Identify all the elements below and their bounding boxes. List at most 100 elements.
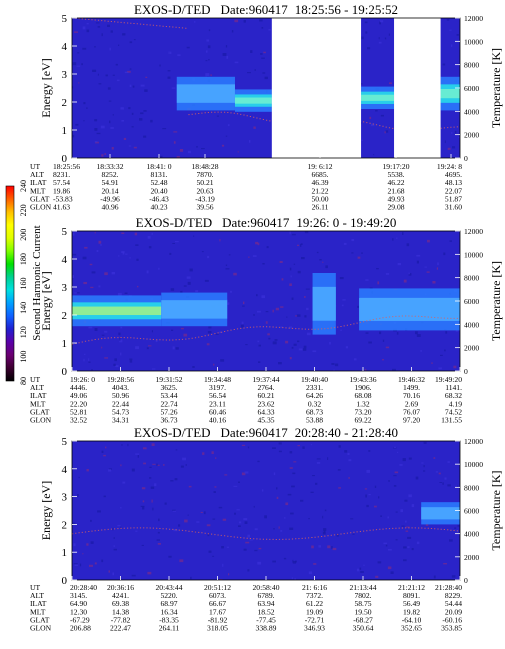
colorbar-tick-label: 80 (19, 377, 28, 385)
band-1 (72, 295, 162, 327)
table-cell: 64.90 (70, 599, 87, 608)
band-4 (440, 76, 460, 111)
table-cell: 131.55 (441, 416, 462, 425)
temperature-trace (72, 315, 460, 345)
table-cell: 21: 6:16 (302, 583, 327, 592)
table-cell: 3145. (70, 591, 87, 600)
band-3 (312, 273, 336, 335)
table-cell: 51.87 (445, 194, 462, 203)
table-cell: 29.08 (387, 203, 404, 212)
colorbar-tick-label: 120 (19, 326, 28, 338)
title-time-range: 20:28:40 - 21:28:40 (295, 425, 398, 440)
band-2 (161, 292, 228, 327)
table-cell: 23.62 (257, 399, 274, 408)
table-cell: 20.14 (101, 186, 118, 195)
panels: EXOS-D/TED Date:960417 18:25:56 - 19:25:52… (30, 2, 503, 633)
table-cell: 18:25:56 (53, 162, 80, 171)
title-instrument: EXOS-D/TED (134, 2, 211, 17)
table-cell: 60.46 (209, 407, 226, 416)
table-cell: 6789. (257, 591, 274, 600)
table-cell: 338.89 (256, 624, 277, 633)
title-instrument: EXOS-D/TED (134, 425, 211, 440)
y2-tick-label: 4000 (464, 107, 479, 116)
table-cell: 18:33:32 (96, 162, 123, 171)
table-cell: 222.47 (110, 624, 131, 633)
table-cell: -49.96 (100, 194, 120, 203)
y2-tick-label: 10000 (464, 37, 483, 46)
band-4 (359, 288, 460, 331)
colorbar-scale (5, 185, 15, 382)
table-cell: 19:49:20 (435, 375, 462, 384)
y-tick-label: 3 (62, 282, 68, 294)
panel-title: EXOS-D/TED Date:960417 20:28:40 - 21:28:40 (134, 425, 398, 440)
table-cell: 56.54 (209, 391, 226, 400)
table-cell: 36.73 (160, 416, 177, 425)
ephemeris-table: UT 19:26: 0 19:28:56 19:31:52 19:34:48 19:37:… (30, 375, 462, 425)
spectrogram (72, 441, 460, 580)
table-cell: 68.08 (354, 391, 371, 400)
table-cell: 17.67 (209, 607, 226, 616)
table-cell: 2331. (306, 383, 323, 392)
table-cell: 18.52 (257, 607, 274, 616)
panel-title: EXOS-D/TED Date:960417 19:26: 0 - 19:49:20 (136, 215, 397, 230)
table-cell: 19:43:36 (349, 375, 376, 384)
table-cell: 7802. (354, 591, 371, 600)
band-1 (176, 76, 235, 111)
y2-tick-label: 10000 (464, 460, 483, 469)
table-cell: 19:40:40 (301, 375, 328, 384)
table-cell: 54.91 (101, 178, 118, 187)
table-cell: 20:28:40 (70, 583, 97, 592)
table-cell: 40.96 (101, 203, 118, 212)
y2-tick-label: 2000 (464, 344, 479, 353)
table-cell: 53.88 (306, 416, 323, 425)
table-cell: 4.19 (449, 399, 462, 408)
table-row-label: UT (30, 583, 40, 592)
table-cell: 21.22 (311, 186, 328, 195)
table-cell: -64.10 (402, 615, 422, 624)
y-tick-label: 2 (62, 519, 68, 531)
table-cell: 50.21 (196, 178, 213, 187)
table-cell: 50.00 (311, 194, 328, 203)
table-cell: 48.13 (445, 178, 462, 187)
table-cell: 57.54 (53, 178, 70, 187)
y2-tick-label: 6000 (464, 507, 479, 516)
table-cell: -77.45 (256, 615, 276, 624)
spectrogram-background (72, 441, 460, 580)
y-tick-label: 2 (62, 310, 68, 322)
table-cell: 3625. (160, 383, 177, 392)
y-tick-label: 2 (62, 97, 68, 109)
table-cell: 69.22 (354, 416, 371, 425)
y2-tick-label: 8000 (464, 61, 479, 70)
y-tick-label: 0 (62, 153, 68, 165)
table-cell: 19:24: 8 (437, 162, 462, 171)
table-cell: 19.86 (53, 186, 70, 195)
y2-axis-label: Temperature [K] (489, 261, 503, 341)
table-cell: 56.49 (403, 599, 420, 608)
table-row-label: ILAT (30, 599, 47, 608)
table-row-label: ILAT (30, 391, 47, 400)
table-row-label: GLON (30, 416, 52, 425)
y-axis-label: Energy [eV] (39, 271, 53, 330)
y-tick-label: 0 (62, 575, 68, 587)
title-time-range: 18:25:56 - 19:25:52 (295, 2, 398, 17)
table-cell: 206.88 (70, 624, 91, 633)
table-cell: 0.32 (308, 399, 321, 408)
table-cell: 353.85 (441, 624, 462, 633)
panel-2: EXOS-D/TED Date:960417 19:26: 0 - 19:49:20… (30, 215, 503, 425)
colorbar-tick-label: 240 (19, 180, 28, 192)
table-cell: -68.27 (353, 615, 373, 624)
table-cell: 54.73 (112, 407, 129, 416)
y-tick-label: 4 (62, 41, 68, 53)
temperature-trace (72, 18, 460, 129)
y-tick-label: 3 (62, 492, 68, 504)
table-cell: 19.09 (306, 607, 323, 616)
table-cell: 19:34:48 (204, 375, 231, 384)
table-cell: 1906. (354, 383, 371, 392)
table-cell: 352.65 (401, 624, 422, 633)
table-cell: 2764. (257, 383, 274, 392)
table-cell: 68.73 (306, 407, 323, 416)
colorbar-tick-label: 100 (19, 351, 28, 363)
y2-tick-label: 2000 (464, 131, 479, 140)
table-cell: 19:46:32 (398, 375, 425, 384)
title-date: Date:960417 (221, 2, 289, 17)
